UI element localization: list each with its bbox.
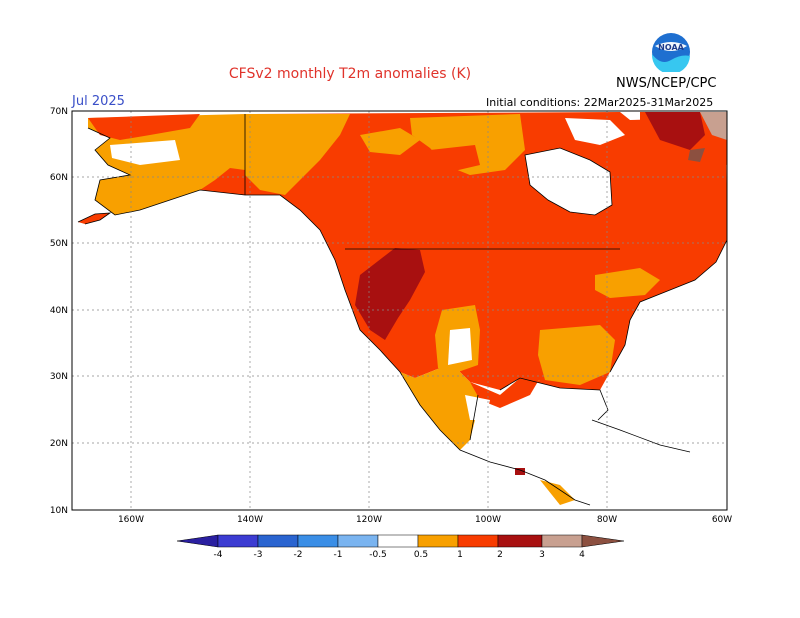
- lon-label: 100W: [475, 515, 501, 525]
- legend-swatch: [377, 534, 419, 548]
- legend-label: 1: [457, 550, 463, 560]
- legend-swatch: [497, 534, 543, 548]
- lat-label: 30N: [50, 372, 68, 382]
- lon-label: 140W: [237, 515, 263, 525]
- lon-axis: 160W 140W 120W 100W 80W 60W: [118, 515, 732, 525]
- legend-swatch: [457, 534, 499, 548]
- legend-label: 2: [497, 550, 503, 560]
- lon-label: 120W: [356, 515, 382, 525]
- legend-swatch: [417, 534, 459, 548]
- lat-label: 70N: [50, 107, 68, 117]
- legend-swatch: [541, 534, 583, 548]
- anomaly-field: [78, 112, 727, 505]
- legend-label: -2: [294, 550, 303, 560]
- graticule: [72, 111, 727, 510]
- lon-label: 60W: [712, 515, 732, 525]
- legend-label: 3: [539, 550, 545, 560]
- lat-axis: 70N 60N 50N 40N 30N 20N 10N: [50, 107, 68, 516]
- lon-label: 80W: [597, 515, 617, 525]
- lat-label: 20N: [50, 439, 68, 449]
- legend-swatch: [176, 534, 219, 548]
- initial-conditions: Initial conditions: 22Mar2025-31Mar2025: [486, 96, 714, 109]
- legend-swatch: [217, 534, 259, 548]
- lat-label: 10N: [50, 506, 68, 516]
- agency-label: NWS/NCEP/CPC: [616, 76, 717, 91]
- coastlines: [77, 114, 727, 506]
- noaa-logo-icon: NOAA: [651, 33, 690, 72]
- map-title: CFSv2 monthly T2m anomalies (K): [228, 66, 472, 82]
- legend-label: 4: [579, 550, 585, 560]
- legend-label: -4: [214, 550, 223, 560]
- forecast-period: Jul 2025: [72, 94, 125, 109]
- lat-label: 60N: [50, 173, 68, 183]
- color-legend: -4 -3 -2 -1 -0.5 0.5 1 2 3 4: [176, 534, 625, 560]
- svg-text:NOAA: NOAA: [658, 43, 684, 52]
- legend-swatch: [337, 534, 379, 548]
- legend-label: -0.5: [369, 550, 387, 560]
- legend-label: 0.5: [414, 550, 428, 560]
- lon-label: 160W: [118, 515, 144, 525]
- legend-label: -3: [254, 550, 263, 560]
- legend-swatch: [297, 534, 339, 548]
- lat-label: 40N: [50, 306, 68, 316]
- legend-label: -1: [334, 550, 343, 560]
- legend-swatch: [581, 534, 625, 548]
- map-frame: [71, 110, 728, 511]
- legend-swatch: [257, 534, 299, 548]
- lat-label: 50N: [50, 239, 68, 249]
